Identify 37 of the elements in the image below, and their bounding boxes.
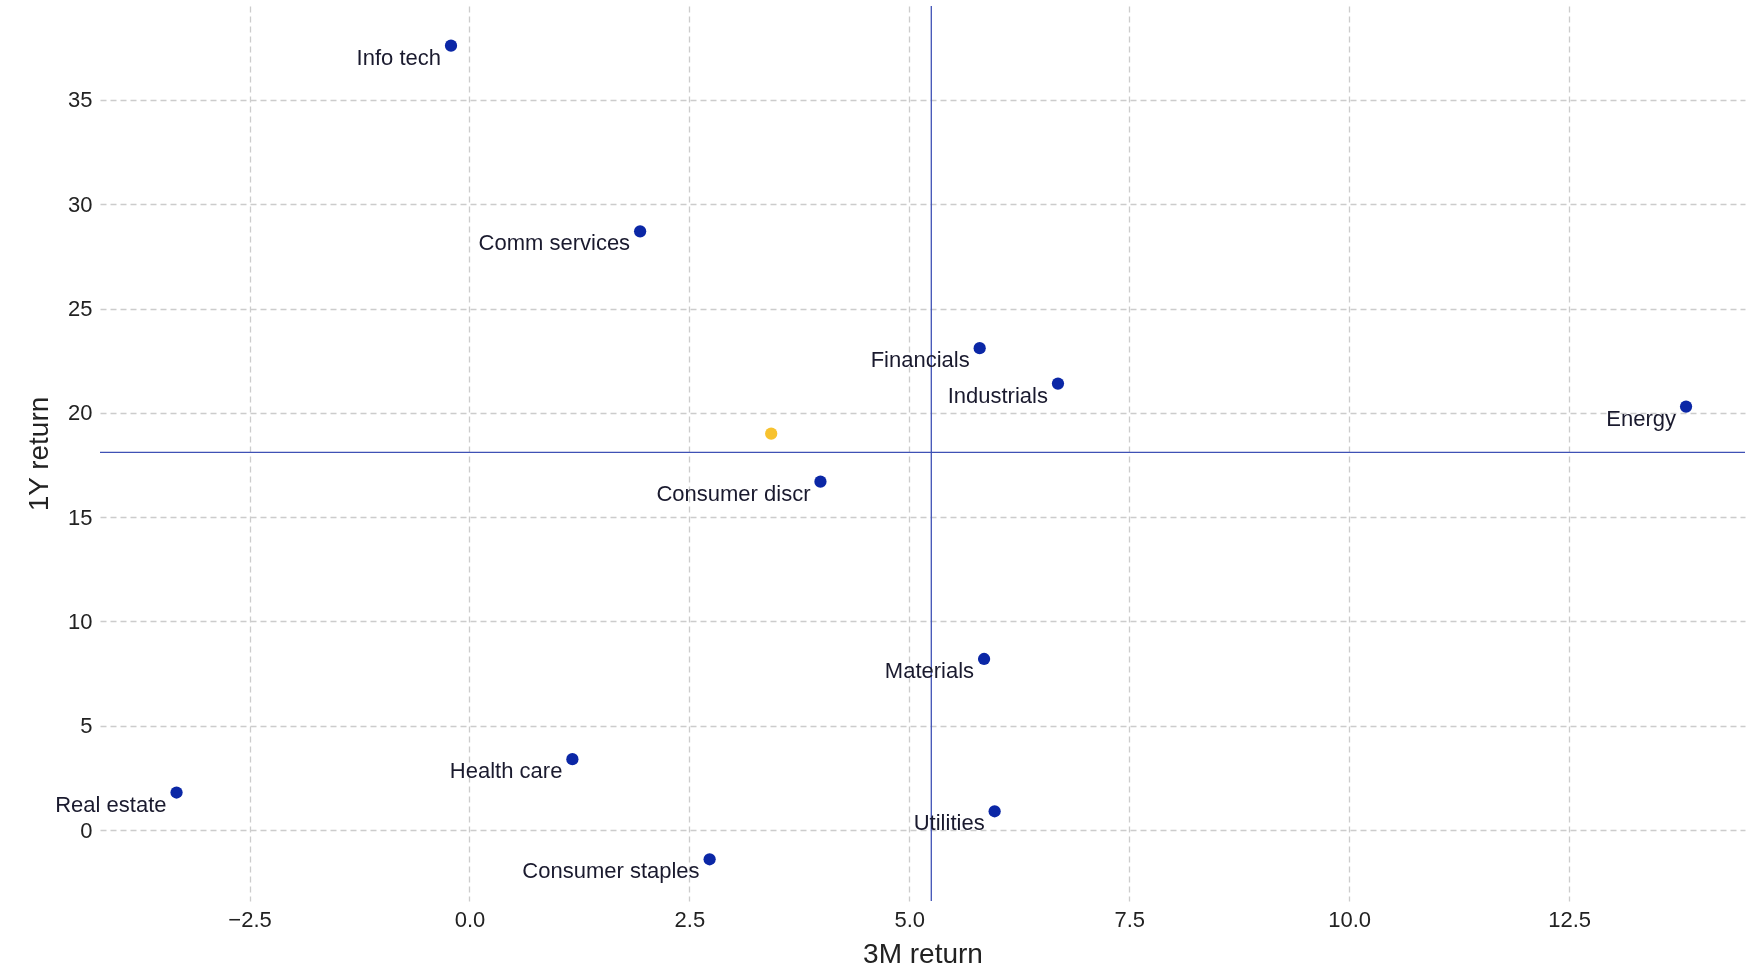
annotation: Consumer discr (656, 480, 811, 506)
point (988, 805, 1001, 818)
y-tick-label: 35 (68, 87, 93, 113)
point (634, 225, 647, 238)
x-tick-label: 2.5 (674, 906, 706, 932)
x-axis-title: 3M return (863, 937, 983, 969)
x-tick-label: 10.0 (1328, 906, 1372, 932)
y-tick-label: 5 (80, 713, 93, 739)
y-tick-label: 20 (68, 400, 93, 426)
point (1679, 400, 1693, 413)
x-tick-label: 12.5 (1548, 906, 1591, 932)
point (765, 427, 778, 440)
annotation: Consumer staples (522, 858, 700, 884)
annotation: Comm services (478, 230, 631, 256)
point (703, 853, 716, 866)
point (444, 39, 458, 52)
y-tick-label: 25 (68, 296, 93, 322)
annotation: Energy (1606, 405, 1677, 431)
point (170, 786, 183, 799)
point (977, 652, 991, 666)
point (973, 342, 986, 355)
y-tick-label: 0 (80, 817, 93, 843)
y-tick-label: 10 (68, 608, 93, 634)
annotation: Health care (449, 758, 563, 784)
annotation: Info tech (356, 44, 441, 70)
x-tick-label: 5.0 (894, 906, 926, 932)
point (814, 475, 827, 488)
y-tick-label: 15 (68, 504, 93, 530)
annotation: Industrials (947, 382, 1048, 408)
y-axis-title: 1Y return (23, 396, 55, 512)
annotation: Real estate (55, 791, 167, 817)
y-tick-label: 30 (68, 191, 93, 217)
point (1051, 377, 1065, 390)
point (566, 753, 579, 766)
x-tick-label: −2.5 (228, 906, 272, 932)
x-tick-label: 7.5 (1114, 906, 1146, 932)
x-tick-label: 0.0 (454, 906, 486, 932)
